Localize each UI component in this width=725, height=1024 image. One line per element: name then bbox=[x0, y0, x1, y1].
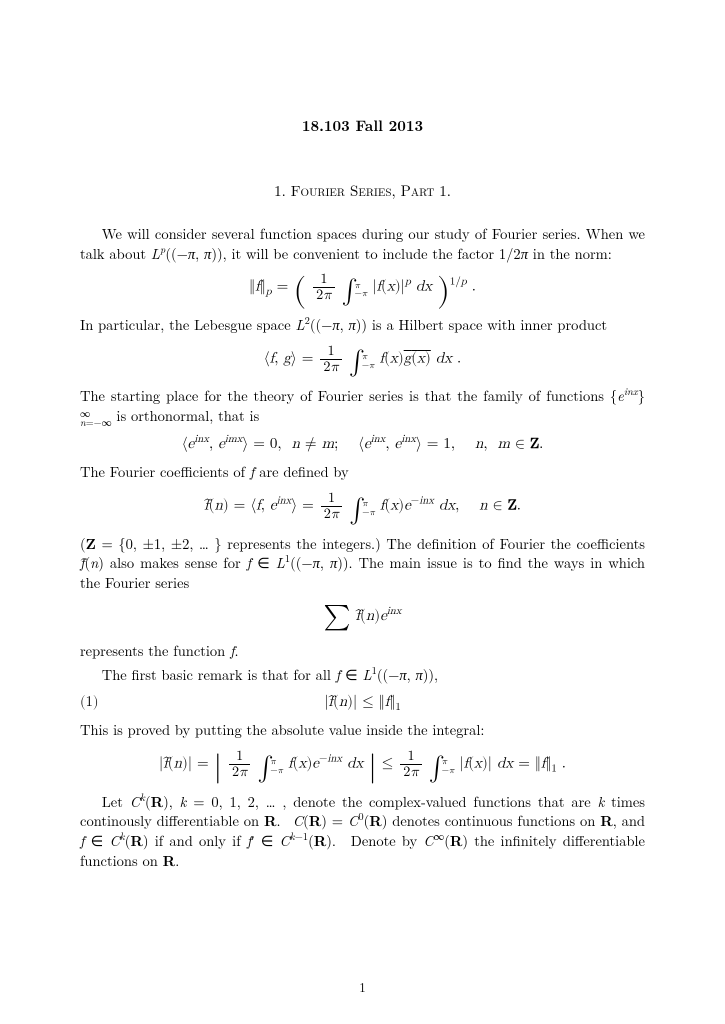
equation-orthonormal: ⟨einx, eimx⟩ = 0, n ≠ m; ⟨einx, einx⟩ = … bbox=[80, 435, 645, 453]
section-title: 1. Fourier Series, Part 1. bbox=[80, 180, 645, 201]
paragraph-4: The Fourier coefficients of f are define… bbox=[80, 463, 645, 483]
paragraph-7: The first basic remark is that for all f… bbox=[80, 666, 645, 686]
equation-proof: |f̂(n)| = | 12π ∫π−π f(x)e−inx dx | ≤ 12… bbox=[80, 749, 645, 783]
document-page: 18.103 Fall 2013 1. Fourier Series, Part… bbox=[0, 0, 725, 1024]
paragraph-9: Let Ck(R), k = 0, 1, 2, … , denote the c… bbox=[80, 793, 645, 871]
paragraph-3: The starting place for the theory of Fou… bbox=[80, 387, 645, 427]
paragraph-6: represents the function f. bbox=[80, 642, 645, 662]
equation-bound: (1) |f̂(n)| ≤ ‖f‖1 bbox=[80, 693, 645, 711]
paragraph-5: (Z = {0, ±1, ±2, … } represents the inte… bbox=[80, 535, 645, 594]
paragraph-8: This is proved by putting the absolute v… bbox=[80, 721, 645, 741]
equation-fourier-series: ∑ f̂(n)einx bbox=[80, 601, 645, 632]
equation-number: (1) bbox=[80, 693, 99, 711]
paragraph-2: In particular, the Lebesgue space L2((−π… bbox=[80, 316, 645, 336]
course-title: 18.103 Fall 2013 bbox=[80, 115, 645, 136]
equation-inner-product: ⟨f, g⟩ = 12π ∫π−π f(x)g(x) dx . bbox=[80, 344, 645, 378]
paragraph-1: We will consider several function spaces… bbox=[80, 225, 645, 264]
page-number: 1 bbox=[0, 977, 725, 996]
equation-fourier-coeff: f̂(n) = ⟨f, einx⟩ = 12π ∫π−π f(x)e−inx d… bbox=[80, 491, 645, 525]
equation-norm: ‖f‖p = ( 12π ∫π−π |f(x)|p dx )1/p . bbox=[80, 272, 645, 306]
